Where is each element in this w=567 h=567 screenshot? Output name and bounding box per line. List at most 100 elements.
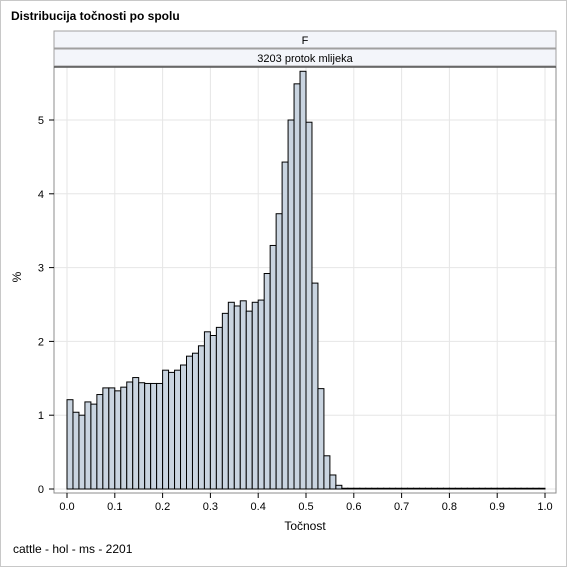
histogram-bar [359, 487, 367, 490]
histogram-bar [496, 487, 504, 490]
x-tick-label: 0.6 [346, 501, 361, 513]
histogram-bar [377, 487, 385, 490]
histogram-bar [293, 83, 301, 490]
histogram-bar [335, 484, 343, 490]
histogram-bar [114, 390, 122, 490]
histogram-bar [132, 377, 140, 490]
histogram-bar [84, 401, 92, 490]
histogram-bar [180, 364, 187, 490]
y-tick-label: 3 [38, 263, 44, 275]
y-tick-label: 5 [38, 115, 44, 127]
histogram-bar [526, 487, 534, 490]
histogram-bar [460, 487, 468, 490]
histogram-bar [209, 334, 217, 490]
x-axis-ticks: 0.0 0.1 0.2 0.3 0.4 0.5 0.6 0.7 0.8 0.9 1.0 [59, 493, 553, 513]
histogram-bar [502, 487, 510, 490]
histogram-bar [281, 161, 289, 490]
y-tick-label: 2 [38, 336, 44, 348]
x-tick-label: 1.0 [537, 501, 552, 513]
histogram-bar [520, 487, 528, 490]
y-axis-ticks: 0 1 2 3 4 5 [38, 115, 54, 496]
histogram-bar [383, 487, 391, 490]
x-axis-label: Točnost [284, 519, 326, 533]
histogram-bar [126, 381, 134, 490]
x-tick-label: 0.7 [394, 501, 409, 513]
x-tick-label: 0.3 [203, 501, 218, 513]
histogram-bar [311, 282, 319, 490]
histogram-bar [407, 487, 415, 490]
histogram-bar [287, 119, 295, 490]
histogram-bar [389, 487, 397, 490]
histogram-bar [329, 474, 337, 490]
histogram-bar [221, 312, 229, 490]
chart-title: Distribucija točnosti po spolu [11, 9, 180, 23]
histogram-bar [430, 487, 438, 490]
histogram-bar [538, 487, 546, 490]
histogram-bar [233, 305, 241, 490]
histogram-bar [227, 301, 235, 490]
histogram-bar [245, 310, 253, 490]
histogram-bar [365, 487, 373, 490]
histogram-bar [425, 487, 432, 490]
y-tick-label: 1 [38, 410, 44, 422]
histogram-bar [186, 355, 193, 490]
histogram-bar [353, 487, 361, 490]
histogram-bar [197, 345, 205, 490]
histogram-bar [413, 487, 421, 490]
x-tick-label: 0.8 [442, 501, 457, 513]
histogram-bar [263, 273, 271, 490]
histogram-bar [108, 387, 116, 490]
y-axis-label: % [10, 271, 24, 282]
x-tick-label: 0.5 [298, 501, 313, 513]
panel-header-1-label: F [302, 35, 309, 47]
histogram-bar [317, 388, 325, 490]
histogram-bar [239, 300, 247, 490]
histogram-bar [472, 487, 480, 490]
histogram-bar [478, 487, 486, 490]
panel-header-2-label: 3203 protok mlijeka [257, 53, 353, 65]
histogram-bar [96, 394, 104, 490]
histogram-bar [299, 70, 307, 490]
y-tick-label: 4 [38, 189, 44, 201]
x-tick-label: 0.9 [490, 501, 505, 513]
histogram-bar [251, 301, 259, 490]
histogram-bar [203, 331, 211, 490]
x-tick-label: 0.4 [251, 501, 266, 513]
histogram-bar [191, 352, 199, 490]
histogram-bar [138, 382, 146, 490]
y-tick-label: 0 [38, 484, 44, 496]
histogram-bar [490, 487, 498, 490]
histogram-bar [341, 487, 349, 490]
histogram-bar [454, 487, 462, 490]
histogram-bar [66, 399, 74, 490]
histogram-bar [466, 487, 474, 490]
histogram-bar [514, 487, 522, 490]
histogram-bar [174, 369, 182, 490]
x-tick-label: 0.1 [107, 501, 122, 513]
x-tick-label: 0.2 [155, 501, 170, 513]
histogram-bar [371, 487, 379, 490]
histogram-bar [162, 369, 170, 490]
histogram-bar [484, 487, 492, 490]
histogram-bar [442, 487, 450, 490]
histogram-bar [150, 382, 158, 490]
histogram-bar [72, 411, 80, 490]
x-tick-label: 0.0 [59, 501, 74, 513]
histogram-bar [532, 487, 540, 490]
bars [66, 70, 546, 490]
footnote: cattle - hol - ms - 2201 [13, 542, 133, 556]
panel-header-2 [53, 48, 557, 67]
histogram-bar [395, 487, 403, 490]
histogram-bar [347, 487, 355, 490]
panel-header-1 [53, 30, 557, 49]
histogram-bar [257, 299, 265, 490]
histogram-bar [275, 213, 283, 490]
histogram-bar [90, 403, 98, 490]
histogram-bar [102, 387, 110, 490]
histogram-bar [305, 121, 313, 490]
histogram-bar [419, 487, 426, 490]
histogram-bar [215, 326, 223, 490]
histogram-bar [120, 386, 128, 490]
histogram-bar [448, 487, 456, 490]
